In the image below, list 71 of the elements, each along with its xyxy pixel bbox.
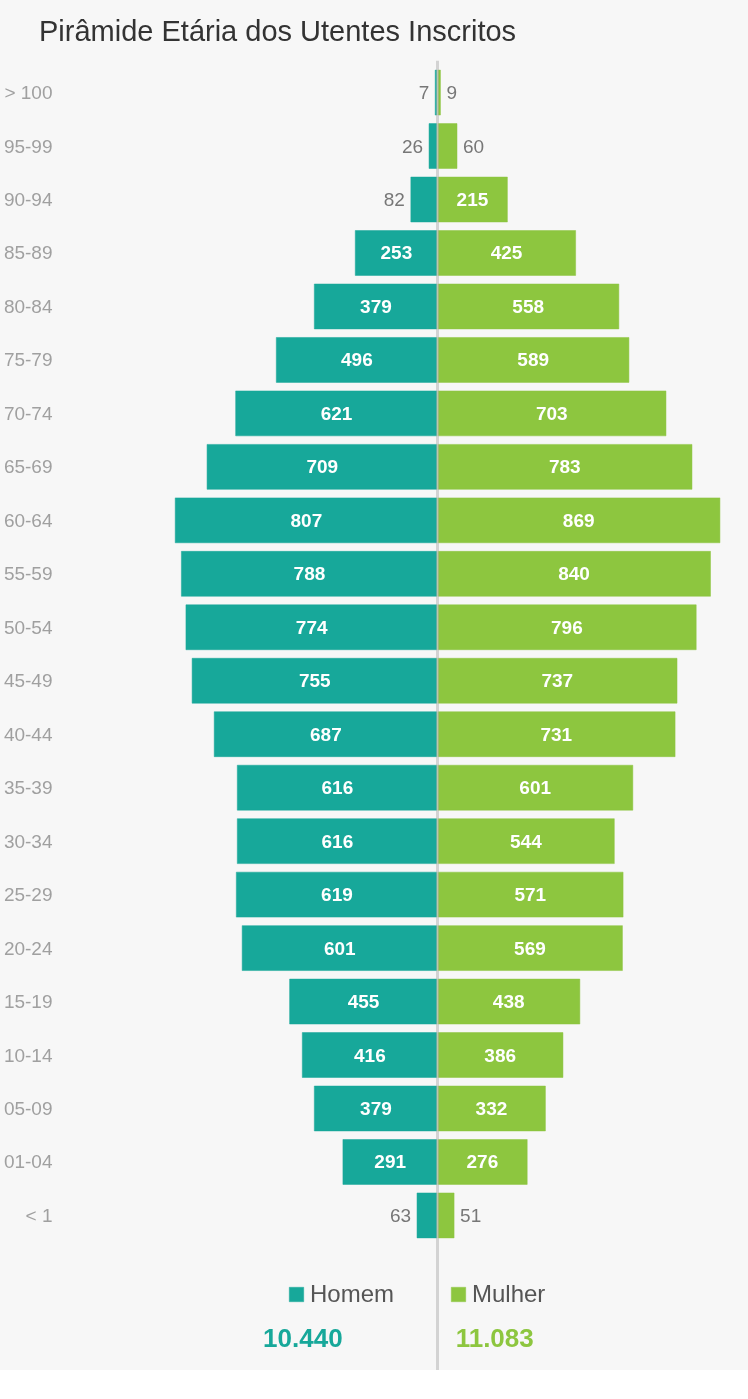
data-label: 774 [295,616,329,638]
y-tick-label: 90-94 [3,189,53,211]
data-label: 807 [290,509,323,531]
data-label: 731 [540,723,573,745]
data-label: 253 [380,242,413,264]
y-tick-label: 25-29 [3,884,53,906]
legend-label: Homem [310,1280,395,1308]
data-label: 783 [548,456,581,478]
y-tick-label: 50-54 [3,616,53,638]
data-label: 755 [298,670,332,692]
y-tick-label: 35-39 [3,777,53,799]
y-tick-label: 55-59 [3,563,53,585]
data-label: 601 [323,937,357,959]
data-label: 276 [466,1151,499,1173]
text: 10.440 [263,1323,343,1354]
data-label: 291 [374,1151,407,1173]
y-tick-label: 80-84 [3,295,53,317]
data-label: 796 [551,616,583,638]
y-tick-label: 75-79 [3,349,53,371]
data-label: 544 [510,830,543,852]
y-tick-label: 15-19 [3,991,53,1013]
data-label: 616 [321,777,354,799]
legend-label: Mulher [472,1280,546,1308]
data-label: 840 [558,563,590,585]
data-label: 558 [512,295,545,317]
data-label: 621 [320,402,353,424]
data-label: 379 [360,295,392,317]
data-label: 60 [463,135,485,157]
data-label: 616 [321,830,354,852]
data-label: 51 [460,1204,482,1226]
y-tick-label: 60-64 [3,509,53,531]
text: 11.083 [455,1323,534,1354]
y-tick-label: 45-49 [3,670,53,692]
data-label: 703 [535,402,568,424]
data-label: 7 [418,82,430,104]
data-label: 496 [341,349,373,371]
y-tick-label: 40-44 [3,723,53,745]
data-label: 425 [490,242,523,264]
data-label: 788 [293,563,326,585]
chart-title: Pirâmide Etária dos Utentes Inscritos [39,14,517,49]
y-tick-label: 10-14 [3,1044,53,1066]
data-label: 215 [456,189,489,211]
data-label: 26 [401,135,424,157]
data-label: 379 [360,1098,392,1119]
data-label: 416 [354,1044,386,1066]
data-label: 589 [517,349,550,371]
data-label: 737 [541,670,574,692]
y-tick-label: 30-34 [3,830,53,852]
y-tick-label: 65-69 [3,456,53,478]
data-label: 601 [519,777,552,799]
data-label: 869 [562,509,595,531]
y-tick-label: 01-04 [3,1151,53,1173]
data-label: 386 [484,1044,517,1066]
data-label: 9 [446,82,457,104]
y-tick-label: 20-24 [3,937,53,959]
data-label: 455 [347,991,380,1013]
data-label: 438 [492,991,525,1013]
y-tick-label: 95-99 [3,135,53,157]
y-tick-label: > 100 [4,82,53,104]
y-tick-label: 05-09 [3,1098,53,1119]
data-label: 332 [475,1098,508,1119]
data-label: 63 [389,1204,412,1226]
data-label: 687 [310,723,342,745]
data-label: 619 [321,884,353,906]
y-tick-label: 85-89 [3,242,53,264]
y-tick-label: 70-74 [3,402,53,424]
data-label: 709 [306,456,339,478]
data-label: 82 [383,189,405,211]
y-tick-label: < 1 [25,1204,53,1226]
data-label: 571 [514,884,547,906]
data-label: 569 [514,937,546,959]
